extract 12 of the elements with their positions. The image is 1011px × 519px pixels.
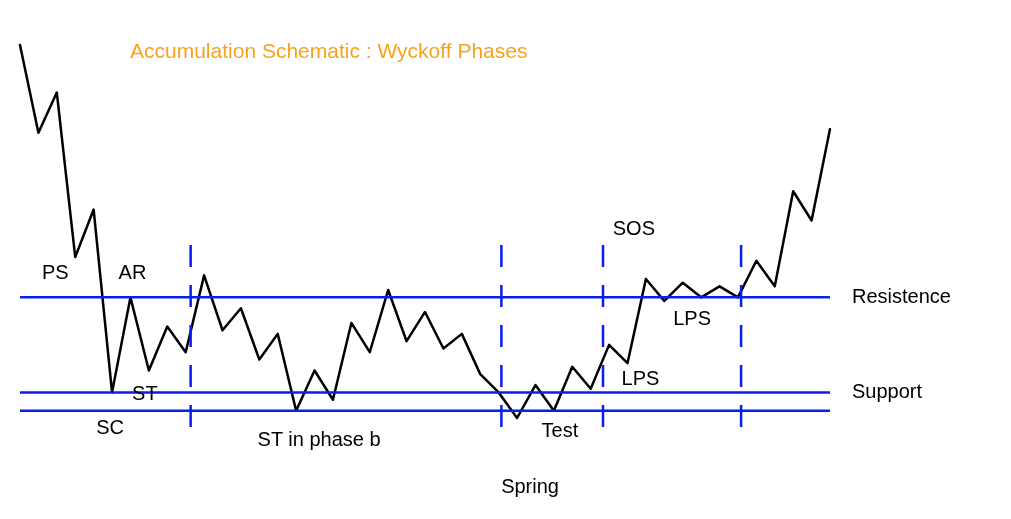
annotation: PS bbox=[41, 261, 69, 284]
ref-line-label: Resistence bbox=[852, 285, 951, 308]
annotation: LPS bbox=[673, 307, 712, 330]
annotation: SOS bbox=[612, 217, 656, 240]
ref-line-label: Support bbox=[852, 380, 923, 403]
text: Spring bbox=[501, 475, 559, 497]
text: ST in phase b bbox=[257, 427, 381, 450]
annotation: LPS bbox=[621, 367, 660, 390]
chart-title: Accumulation Schematic : Wyckoff Phases bbox=[130, 39, 528, 62]
text: Test bbox=[541, 418, 579, 441]
annotation: AR bbox=[118, 261, 147, 284]
annotation: SC bbox=[96, 416, 124, 439]
